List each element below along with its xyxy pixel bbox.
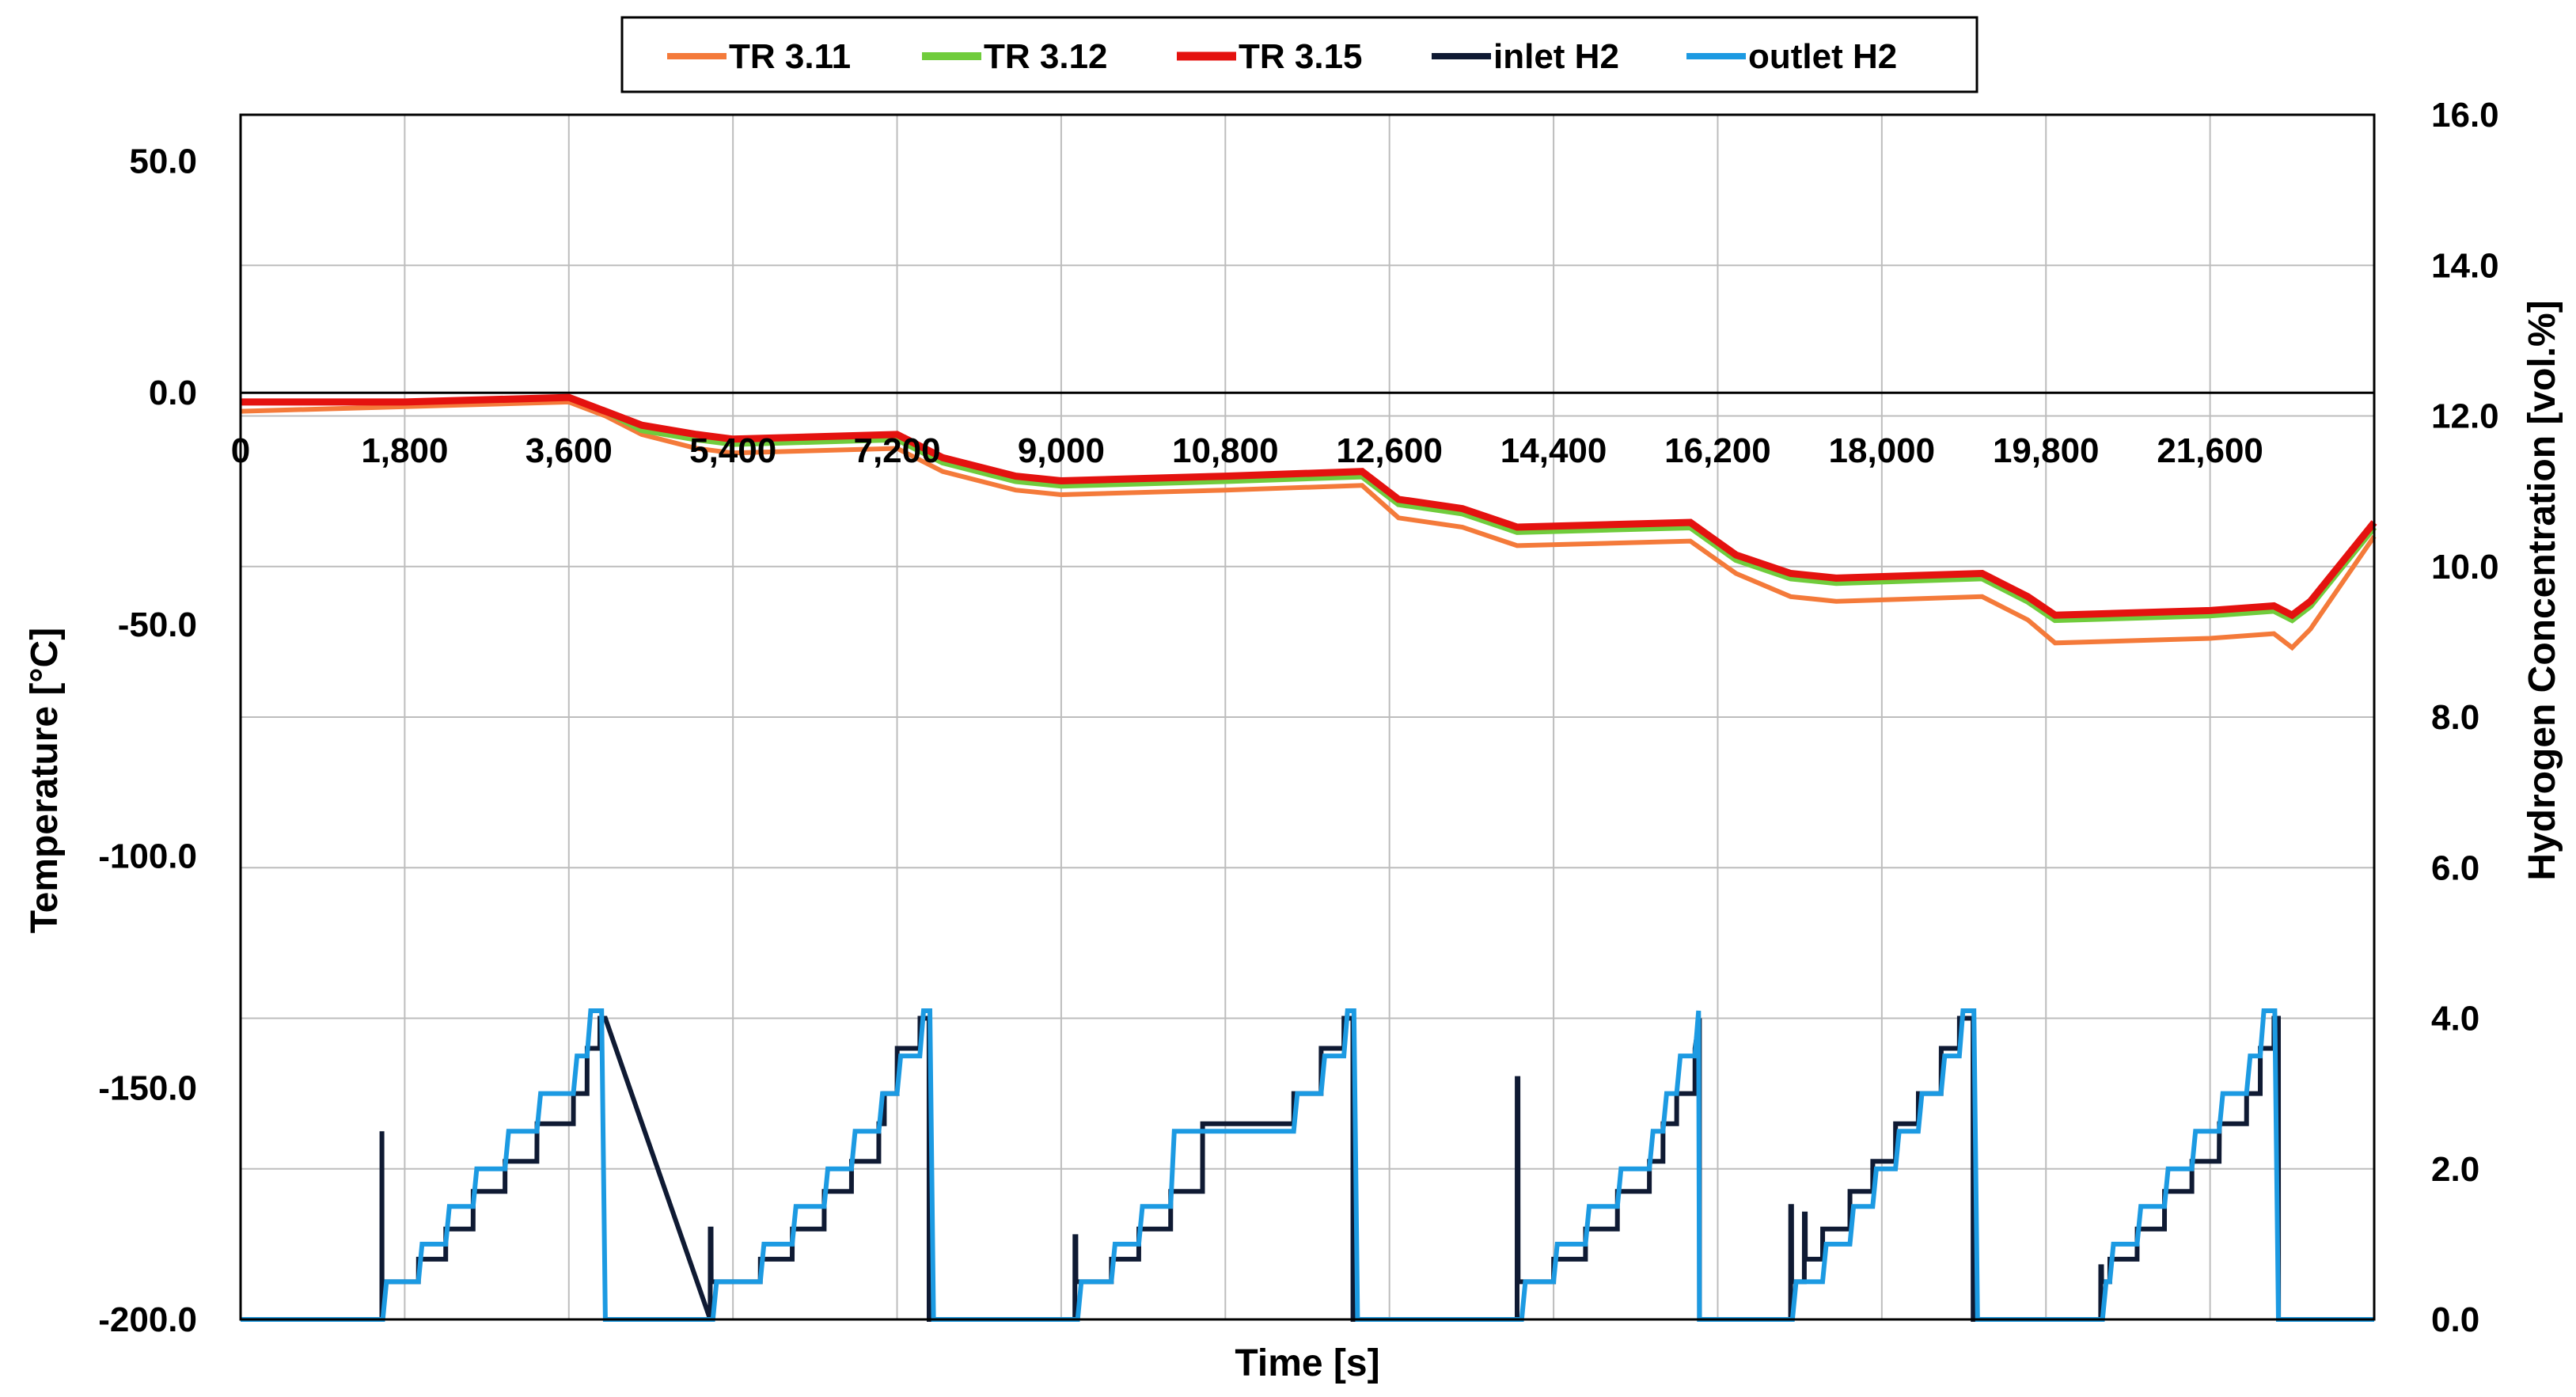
legend-label: outlet H2: [1748, 37, 1897, 76]
y-right-tick-label: 4.0: [2431, 1000, 2479, 1038]
y-right-tick-label: 0.0: [2431, 1300, 2479, 1339]
x-tick-label: 3,600: [525, 431, 613, 470]
y-left-tick-label: -150.0: [98, 1069, 197, 1107]
x-tick-label: 14,400: [1500, 431, 1607, 470]
x-tick-label: 1,800: [361, 431, 448, 470]
y-right-tick-labels: 16.0 14.0 12.0 10.0 8.0 6.0 4.0 2.0 0.0: [2431, 96, 2499, 1339]
legend-label: TR 3.12: [984, 37, 1108, 76]
x-tick-label: 0: [231, 431, 250, 470]
x-tick-label: 12,600: [1336, 431, 1443, 470]
legend-box: [620, 16, 1978, 93]
legend: TR 3.11 TR 3.12 TR 3.15 inlet H2 outlet H2: [620, 16, 1978, 93]
y-left-tick-labels: 50.0 0.0 -50.0 -100.0 -150.0 -200.0: [98, 142, 197, 1339]
x-tick-label: 21,600: [2157, 431, 2263, 470]
legend-label: TR 3.15: [1239, 37, 1363, 76]
plot-area-frame: [239, 113, 2376, 1321]
x-axis-title: Time [s]: [1235, 1342, 1379, 1384]
series-line-tr-3-12: [241, 394, 2377, 624]
series-line-tr-3-11: [240, 399, 2377, 651]
y-right-tick-label: 12.0: [2431, 397, 2499, 436]
x-tick-label: 9,000: [1018, 431, 1105, 470]
y-left-axis-title: Temperature [°C]: [24, 628, 66, 933]
x-tick-labels: 0 1,800 3,600 5,400 7,200 9,000 10,800 12,600 14…: [231, 431, 2263, 470]
y-left-tick-label: -100.0: [98, 837, 197, 876]
temperature-series: [240, 393, 2377, 651]
x-tick-label: 5,400: [689, 431, 776, 470]
y-left-tick-label: 0.0: [149, 374, 197, 412]
series-line-tr-3-15: [241, 393, 2377, 620]
x-tick-label: 18,000: [1829, 431, 1936, 470]
y-left-tick-label: -200.0: [98, 1300, 197, 1339]
x-tick-label: 10,800: [1172, 431, 1279, 470]
y-right-tick-label: 6.0: [2431, 848, 2479, 887]
y-left-tick-label: -50.0: [118, 605, 197, 644]
y-right-tick-label: 2.0: [2431, 1150, 2479, 1189]
y-right-tick-label: 14.0: [2431, 246, 2499, 285]
y-right-axis-title: Hydrogen Concentration [vol.%]: [2521, 300, 2563, 880]
legend-label: inlet H2: [1493, 37, 1619, 76]
x-tick-label: 7,200: [853, 431, 940, 470]
y-right-tick-label: 10.0: [2431, 548, 2499, 587]
y-left-tick-label: 50.0: [129, 142, 197, 181]
y-right-tick-label: 16.0: [2431, 96, 2499, 135]
x-tick-label: 16,200: [1664, 431, 1771, 470]
legend-label: TR 3.11: [729, 37, 851, 76]
x-tick-label: 19,800: [1993, 431, 2100, 470]
y-right-tick-label: 8.0: [2431, 698, 2479, 737]
